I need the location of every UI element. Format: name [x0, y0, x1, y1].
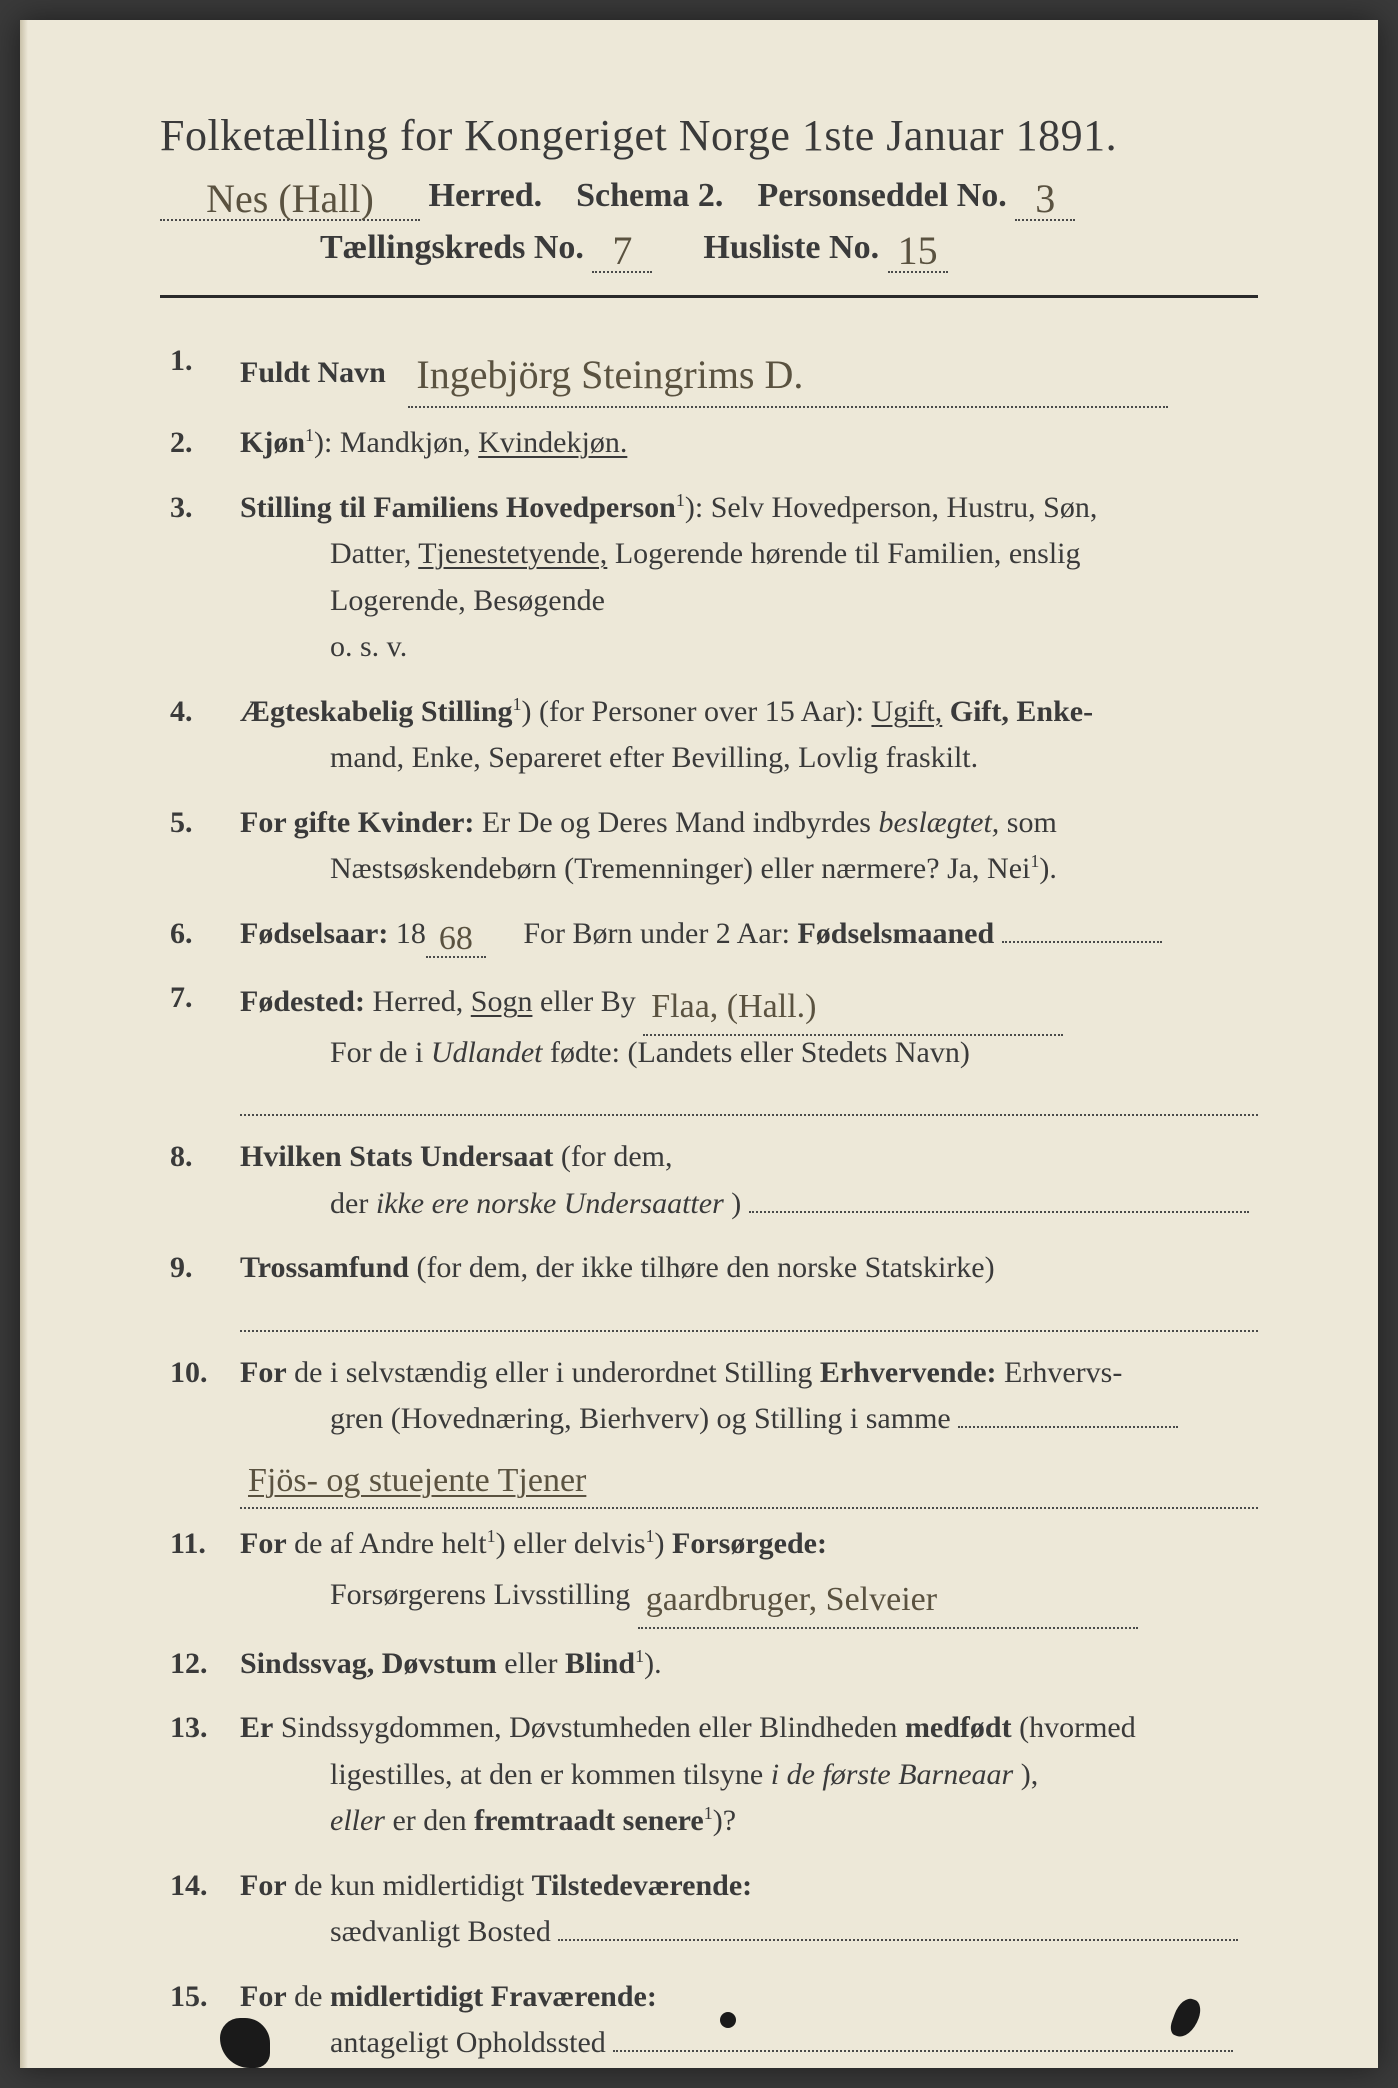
entry-15: 15. For de midlertidigt Fraværende: anta…	[170, 1974, 1258, 2067]
blank-field	[749, 1211, 1249, 1213]
inkblot-icon	[720, 2012, 736, 2028]
entry-label: For	[240, 1980, 287, 2013]
entry-9: 9. Trossamfund (for dem, der ikke tilhør…	[170, 1245, 1258, 1332]
entry-label: For gifte Kvinder:	[240, 806, 474, 839]
entry-14: 14. For de kun midlertidigt Tilstedevære…	[170, 1863, 1258, 1956]
entry-num: 12.	[170, 1641, 240, 1688]
entry-5: 5. For gifte Kvinder: Er De og Deres Man…	[170, 800, 1258, 893]
entry-label: Kjøn	[240, 426, 305, 459]
entry-label: For	[240, 1527, 287, 1560]
entry-num: 11.	[170, 1521, 240, 1622]
entry-label: Sindssvag, Døvstum	[240, 1647, 497, 1680]
entries-list: 1. Fuldt Navn Ingebjörg Steingrims D. 2.…	[160, 338, 1258, 2067]
entry-6: 6. Fødselsaar: 1868 For Børn under 2 Aar…	[170, 911, 1258, 958]
birthplace-value: Flaa, (Hall.)	[643, 981, 1063, 1036]
entry-num: 9.	[170, 1245, 240, 1332]
entry-label: Fuldt Navn	[240, 356, 386, 389]
entry-11: 11. For de af Andre helt1) eller delvis1…	[170, 1521, 1258, 1622]
birthmonth-field	[1002, 941, 1162, 943]
header-line-herred: Nes (Hall) Herred. Schema 2. Personsedde…	[160, 173, 1258, 215]
occupation-value: Fjös- og stuejente Tjener	[240, 1455, 1258, 1510]
personseddel-no: 3	[1015, 179, 1075, 221]
entry-8: 8. Hvilken Stats Undersaat (for dem, der…	[170, 1134, 1258, 1227]
entry-2: 2. Kjøn1): Mandkjøn, Kvindekjøn.	[170, 420, 1258, 467]
entry-num: 14.	[170, 1863, 240, 1956]
blank-line	[240, 1082, 1258, 1116]
entry-1: 1. Fuldt Navn Ingebjörg Steingrims D.	[170, 338, 1258, 402]
marital-selected: Ugift,	[871, 695, 942, 728]
entry-num: 10.	[170, 1350, 240, 1504]
birthyear-value: 68	[426, 922, 486, 958]
husliste-no: 15	[888, 231, 948, 273]
entry-label: Stilling til Familiens Hovedperson	[240, 491, 676, 524]
blank-line	[240, 1298, 1258, 1332]
entry-3: 3. Stilling til Familiens Hovedperson1):…	[170, 485, 1258, 671]
entry-label: For	[240, 1356, 287, 1389]
entry-10: 10. For de i selvstændig eller i underor…	[170, 1350, 1258, 1504]
kjon-text: Mandkjøn,	[340, 426, 478, 459]
entry-label: For	[240, 1869, 287, 1902]
entry-num: 5.	[170, 800, 240, 893]
entry-num: 4.	[170, 689, 240, 782]
blank-field	[613, 2050, 1233, 2052]
entry-4: 4. Ægteskabelig Stilling1) (for Personer…	[170, 689, 1258, 782]
stilling-selected: Tjenestetyende,	[418, 537, 607, 570]
entry-label: Er	[240, 1711, 273, 1744]
husliste-label: Husliste No.	[703, 229, 879, 266]
entry-num: 13.	[170, 1705, 240, 1845]
entry-num: 3.	[170, 485, 240, 671]
entry-12: 12. Sindssvag, Døvstum eller Blind1).	[170, 1641, 1258, 1688]
entry-label: Trossamfund	[240, 1251, 409, 1284]
entry-13: 13. Er Sindssygdommen, Døvstumheden elle…	[170, 1705, 1258, 1845]
entry-num: 7.	[170, 975, 240, 1116]
divider	[160, 295, 1258, 298]
entry-label: Hvilken Stats Undersaat	[240, 1140, 553, 1173]
provider-value: gaardbruger, Selveier	[638, 1574, 1138, 1629]
entry-num: 8.	[170, 1134, 240, 1227]
entry-7: 7. Fødested: Herred, Sogn eller By Flaa,…	[170, 975, 1258, 1116]
personseddel-label: Personseddel No.	[757, 177, 1006, 214]
fullname-value: Ingebjörg Steingrims D.	[408, 344, 1168, 408]
census-form-page: Folketælling for Kongeriget Norge 1ste J…	[20, 20, 1378, 2068]
e3-line1: Selv Hovedperson, Hustru, Søn,	[711, 491, 1098, 524]
herred-label: Herred.	[429, 177, 543, 214]
blank-field	[558, 1939, 1238, 1941]
header-line-kreds: Tællingskreds No. 7 Husliste No. 15	[160, 225, 1258, 267]
entry-num: 6.	[170, 911, 240, 958]
entry-label: Fødselsaar:	[240, 917, 388, 950]
entry-label: Fødested:	[240, 985, 365, 1018]
kreds-no: 7	[592, 231, 652, 273]
form-title: Folketælling for Kongeriget Norge 1ste J…	[160, 110, 1258, 161]
herred-value: Nes (Hall)	[160, 179, 420, 221]
entry-num: 2.	[170, 420, 240, 467]
kreds-label: Tællingskreds No.	[320, 229, 584, 266]
kjon-selected: Kvindekjøn.	[478, 426, 627, 459]
entry-num: 1.	[170, 338, 240, 402]
entry-label: Ægteskabelig Stilling	[240, 695, 513, 728]
schema-label: Schema 2.	[576, 177, 723, 214]
